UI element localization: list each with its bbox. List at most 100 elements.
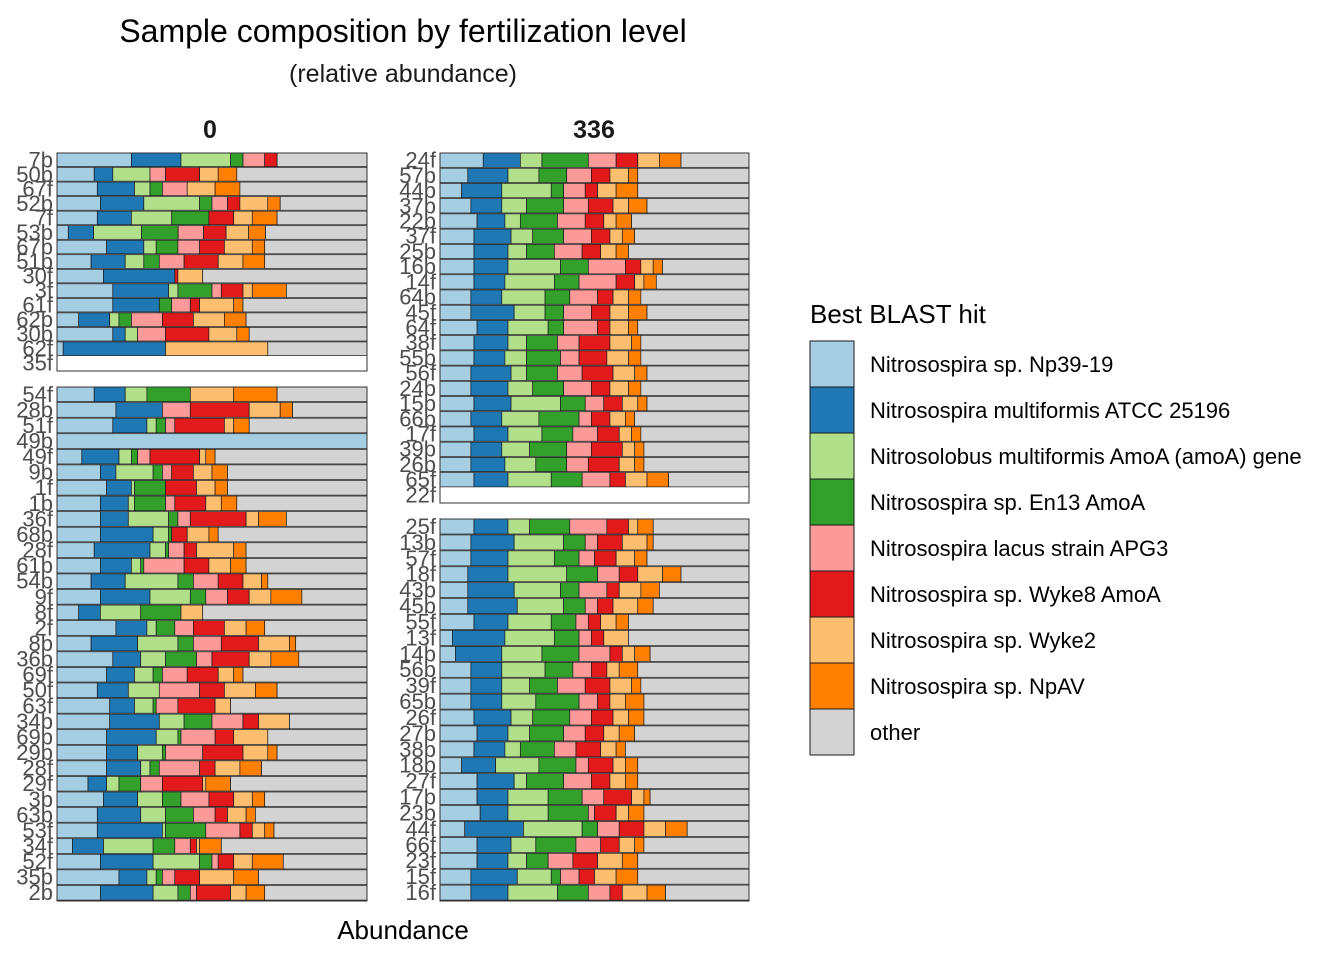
bar-36f-0 [56,511,101,527]
y-tick-label: 37f [405,224,436,249]
bar-51f-1 [112,417,148,434]
bar-52b-6 [239,196,269,211]
bar-9b-0 [56,464,101,480]
bar-28f-3 [149,760,160,776]
bar-14f-5 [615,274,636,290]
bar-37f-0 [439,228,475,244]
bar-8b-2 [137,635,179,652]
bar-57f-2 [507,550,555,567]
bar-16b-8 [662,259,750,275]
bar-22b-8 [631,213,750,229]
chart-title: Sample composition by fertilization leve… [119,13,686,49]
y-tick-label: 26b [399,452,436,477]
bar-62b-5 [162,312,194,327]
bar-27f-3 [526,773,564,790]
y-tick-label: 36b [16,647,53,672]
bar-52b-8 [279,196,368,211]
legend-key [809,478,855,526]
bar-14b-7 [634,645,651,662]
bar-67f-4 [162,181,188,197]
bar-65f-4 [581,472,611,488]
bar-53f-0 [56,822,98,839]
bar-65f-1 [473,472,509,488]
bar-54b-6 [242,573,262,589]
bar-1f-7 [214,480,228,496]
y-tick-label: 1f [35,475,54,500]
bar-23f-0 [439,852,478,869]
legend-key [809,386,855,434]
bar-28f-6 [214,760,241,776]
bar-61b-6 [208,557,231,574]
bar-45b-8 [652,598,750,614]
bar-18b-1 [461,757,496,774]
bar-35b-6 [199,869,235,885]
bar-36b-6 [248,651,272,667]
y-tick-label: 34f [22,833,53,858]
legend-key [809,570,855,618]
bar-43b-3 [560,582,580,599]
bar-2b-3 [177,885,191,901]
bar-64f-7 [628,320,639,336]
bar-2f-7 [245,620,266,636]
bar-15b-2 [510,396,561,412]
bar-43b-1 [467,582,515,599]
bar-55f-6 [600,614,617,630]
bar-25f-3 [529,518,571,535]
bar-38b-7 [615,741,626,758]
bar-55b-7 [628,350,642,366]
legend-label: Nitrosospira sp. En13 AmoA [870,490,1145,515]
bar-68b-7 [208,526,219,543]
bar-37b-0 [439,198,472,214]
bar-57b-4 [566,167,592,183]
bar-28f-8 [245,542,368,558]
bar-9b-8 [227,464,368,480]
y-tick-label: 22b [399,208,436,233]
y-tick-label: 57b [399,163,436,188]
bar-65f-8 [668,472,750,488]
bar-3b-3 [162,791,182,807]
bar-55b-6 [606,350,629,366]
bar-44f-8 [686,821,750,837]
bar-39b-5 [591,441,623,457]
bar-1b-1 [100,495,129,512]
bar-2f-8 [264,620,368,636]
bar-67b-5 [199,239,225,255]
bar-34f-4 [174,838,191,854]
y-tick-label: 43b [399,578,436,603]
bar-37f-1 [473,228,512,244]
bar-43b-5 [606,582,620,599]
bar-61b-8 [245,557,368,574]
bar-39b-6 [621,441,636,457]
bar-35b-0 [56,869,120,885]
bar-9f-1 [100,589,151,605]
bar-34f-3 [152,838,176,854]
bar-67b-7 [251,239,266,255]
bar-51b-8 [264,254,368,269]
bar-18b-8 [637,757,750,774]
bar-57f-7 [634,550,648,567]
bar-69b-4 [180,729,216,745]
bar-67f-6 [186,181,216,197]
y-tick-label: 28b [16,397,53,422]
bar-26f-8 [643,709,750,726]
bar-34b-6 [258,713,290,730]
bar-14b-3 [541,645,580,662]
bar-13b-7 [646,534,654,551]
y-tick-label: 67f [22,176,53,201]
bar-49f-8 [214,448,368,465]
bar-44b-4 [563,183,586,199]
bar-62f-1 [62,341,166,356]
bar-36f-8 [286,511,368,527]
bar-64b-6 [612,289,629,305]
y-tick-label: 22f [405,482,436,507]
bar-26b-2 [504,457,537,473]
bar-24f-5 [615,152,639,168]
y-tick-label: 1b [29,491,53,516]
bar-36f-3 [168,511,179,527]
bar-52f-1 [100,853,154,870]
bar-57f-1 [470,550,509,567]
y-tick-label: 16b [399,254,436,279]
bar-26b-3 [535,457,568,473]
bar-30b-2 [124,327,138,342]
bar-38f-4 [557,335,580,351]
